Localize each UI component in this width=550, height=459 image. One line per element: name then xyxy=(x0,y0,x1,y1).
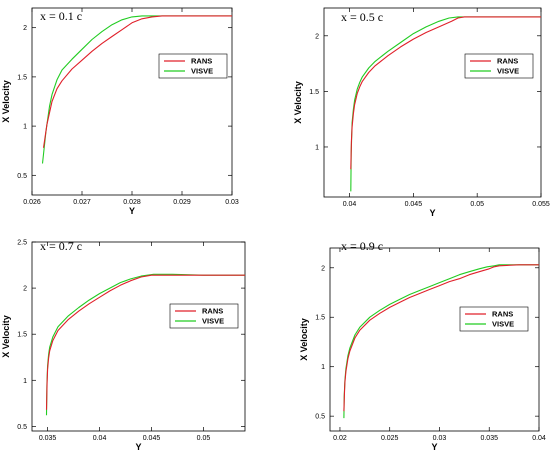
legend-box xyxy=(158,53,228,79)
chart-panel-4: 0.02 0.025 0.03 0.035 0.04 0.5 1 1.5 2 Y X Velocit… xyxy=(299,239,546,452)
legend-label-rans: RANS xyxy=(497,57,518,66)
x-axis-label: Y xyxy=(429,208,435,218)
series-line-rans xyxy=(350,16,541,170)
legend-label-rans: RANS xyxy=(202,307,223,316)
x-tick-label: 0.035 xyxy=(480,435,498,442)
y-tick-label: 1.5 xyxy=(17,332,27,339)
y-tick-label: 2 xyxy=(23,25,27,32)
y-tick-label: 2.5 xyxy=(17,240,27,247)
series-line-rans xyxy=(343,264,539,412)
x-tick-label: 0.027 xyxy=(73,199,91,206)
y-tick-label: 1.5 xyxy=(315,315,325,322)
x-tick-label: 0.05 xyxy=(197,435,211,442)
y-tick-label: 0.5 xyxy=(315,414,325,421)
y-tick-label: 2 xyxy=(23,286,27,293)
x-tick-label: 0.026 xyxy=(23,199,41,206)
y-tick-label: 1 xyxy=(23,124,27,131)
x-tick-label: 0.04 xyxy=(532,435,546,442)
plot-frame xyxy=(31,7,233,196)
x-tick-label: 0.045 xyxy=(143,435,161,442)
legend-label-visve: VISVE xyxy=(497,67,519,76)
y-tick-label: 1 xyxy=(23,378,27,385)
chart-panel-3: 0.035 0.04 0.045 0.05 0.5 1 1.5 2 2.5 Y X Velocity… xyxy=(1,239,246,452)
legend-label-visve: VISVE xyxy=(202,317,224,326)
y-tick-label: 2 xyxy=(321,265,325,272)
y-tick-label: 1.5 xyxy=(17,74,27,81)
series-line-visve xyxy=(41,15,232,164)
plot-frame xyxy=(323,7,542,198)
x-tick-label: 0.03 xyxy=(433,435,447,442)
y-axis-label: X Velocity xyxy=(1,315,11,358)
y-tick-label: 1.5 xyxy=(309,89,319,96)
chart-panel-2: 0.04 0.045 0.05 0.055 1 1.5 2 Y X Velocity x = 0.… xyxy=(293,7,550,218)
x-tick-label: 0.045 xyxy=(405,201,423,208)
chart-panel-1: 0.026 0.027 0.028 0.029 0.03 0.5 1 1.5 2 Y X Veloc… xyxy=(1,7,239,216)
x-tick-label: 0.055 xyxy=(532,201,550,208)
legend-label-rans: RANS xyxy=(492,310,513,319)
legend-box xyxy=(464,53,534,79)
x-tick-label: 0.02 xyxy=(333,435,347,442)
chart-title: x = 0.9 c xyxy=(341,239,383,253)
legend-label-visve: VISVE xyxy=(492,320,514,329)
series-line-visve xyxy=(45,273,245,416)
y-axis-label: X Velocity xyxy=(299,318,309,361)
x-tick-label: 0.029 xyxy=(173,199,191,206)
y-axis-label: X Velocity xyxy=(293,81,303,124)
y-axis-label: X Velocity xyxy=(1,80,11,123)
series-line-rans xyxy=(45,274,245,410)
y-tick-label: 2 xyxy=(315,33,319,40)
series-line-visve xyxy=(343,264,539,419)
y-tick-label: 1 xyxy=(315,144,319,151)
y-tick-label: 0.5 xyxy=(17,173,27,180)
legend-label-visve: VISVE xyxy=(191,67,213,76)
x-tick-label: 0.04 xyxy=(93,435,107,442)
x-axis-label: Y xyxy=(135,442,141,452)
x-tick-label: 0.04 xyxy=(343,201,357,208)
chart-title: x = 0.7 c xyxy=(40,239,82,253)
x-tick-label: 0.03 xyxy=(225,199,239,206)
x-axis-label: Y xyxy=(129,206,135,216)
x-tick-label: 0.025 xyxy=(381,435,399,442)
legend-box xyxy=(169,303,239,329)
series-line-rans xyxy=(42,15,232,148)
plot-frame xyxy=(329,247,540,432)
plot-frame xyxy=(31,241,246,432)
y-tick-label: 1 xyxy=(321,364,325,371)
legend-box xyxy=(459,306,529,332)
x-tick-label: 0.05 xyxy=(470,201,484,208)
chart-title: x = 0.5 c xyxy=(341,10,383,24)
x-tick-label: 0.035 xyxy=(39,435,57,442)
x-axis-label: Y xyxy=(431,442,437,452)
y-tick-label: 0.5 xyxy=(17,424,27,431)
x-tick-label: 0.028 xyxy=(123,199,141,206)
legend-label-rans: RANS xyxy=(191,57,212,66)
series-line-visve xyxy=(350,16,541,192)
chart-title: x = 0.1 c xyxy=(40,9,82,23)
